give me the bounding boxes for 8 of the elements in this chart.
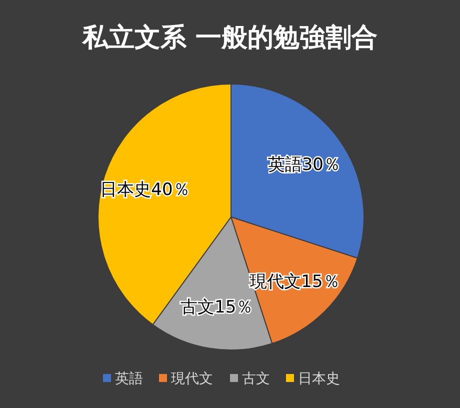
data-label: 英語30％ xyxy=(268,154,340,175)
legend-label: 日本史 xyxy=(298,371,340,387)
legend-label: 古文 xyxy=(242,371,270,387)
legend-label: 現代文 xyxy=(171,371,213,387)
chart-title: 私立文系 一般的勉強割合 xyxy=(81,23,378,53)
data-label: 古文15％ xyxy=(180,297,254,318)
legend-label: 英語 xyxy=(115,371,143,387)
data-label: 日本史40％ xyxy=(100,180,190,200)
